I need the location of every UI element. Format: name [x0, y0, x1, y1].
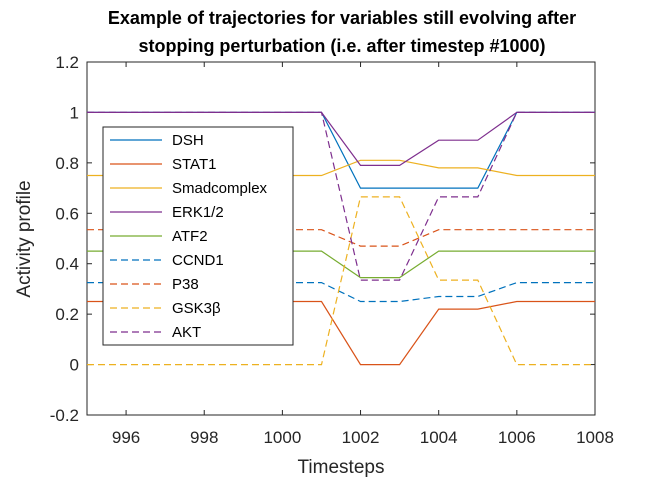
series-line-1 — [87, 300, 595, 366]
y-axis-label: Activity profile — [14, 180, 35, 297]
legend-label: P38 — [172, 276, 199, 293]
legend: DSH STAT1 Smadcomplex ERK1/2 ATF2 CCND1 P38 GSK… — [102, 126, 294, 346]
chart-title-line-1: Example of trajectories for variables st… — [108, 8, 576, 28]
series-line-5 — [87, 282, 595, 303]
y-tick-label: 0.8 — [55, 154, 79, 173]
series-line-8 — [87, 111, 595, 281]
y-tick-label: -0.2 — [50, 406, 79, 425]
x-tick-label: 1004 — [420, 428, 458, 447]
y-tick-label: 0.4 — [55, 255, 79, 274]
legend-label: ATF2 — [172, 228, 208, 245]
y-tick-label: 0.2 — [55, 305, 79, 324]
series-line-7 — [87, 196, 595, 366]
x-axis: 996 998 1000 1002 1004 1006 1008 — [112, 62, 614, 447]
x-axis-label: Timesteps — [298, 457, 385, 478]
series-lines — [87, 111, 595, 366]
y-tick-label: 0 — [70, 356, 79, 375]
legend-label: Smadcomplex — [172, 180, 268, 197]
x-tick-label: 1002 — [342, 428, 380, 447]
legend-label: ERK1/2 — [172, 204, 224, 221]
legend-label: STAT1 — [172, 156, 216, 173]
legend-label: DSH — [172, 132, 204, 149]
legend-label: AKT — [172, 324, 201, 341]
legend-label: GSK3β — [172, 300, 221, 317]
y-tick-label: 0.6 — [55, 204, 79, 223]
y-tick-label: 1 — [70, 103, 79, 122]
chart-title-line-2: stopping perturbation (i.e. after timest… — [138, 36, 545, 56]
legend-label: CCND1 — [172, 252, 224, 269]
x-tick-label: 996 — [112, 428, 140, 447]
x-tick-label: 1008 — [576, 428, 614, 447]
series-line-3 — [87, 111, 595, 166]
y-tick-label: 1.2 — [55, 53, 79, 72]
x-tick-label: 1006 — [498, 428, 536, 447]
x-tick-label: 998 — [190, 428, 218, 447]
series-line-4 — [87, 250, 595, 279]
series-line-0 — [87, 111, 595, 189]
y-axis: -0.2 0 0.2 0.4 0.6 0.8 1 1.2 — [50, 53, 595, 425]
series-line-2 — [87, 159, 595, 177]
series-line-6 — [87, 229, 595, 247]
x-tick-label: 1000 — [263, 428, 301, 447]
